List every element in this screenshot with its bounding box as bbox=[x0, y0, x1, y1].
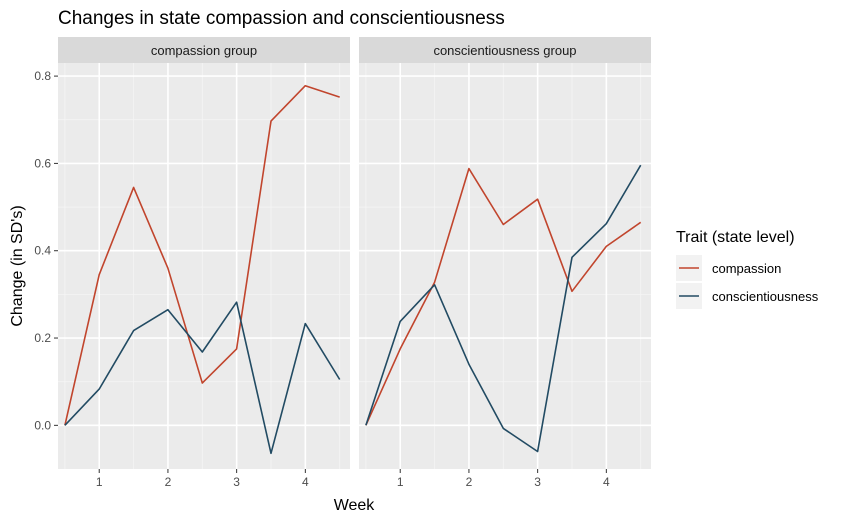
panel-strip-bg bbox=[58, 37, 350, 63]
panel-strip-label: conscientiousness group bbox=[433, 43, 576, 58]
x-tick-label: 4 bbox=[302, 475, 309, 489]
series-line-conscientiousness bbox=[365, 164, 642, 453]
y-tick-label: 0.8 bbox=[34, 69, 51, 83]
y-axis: 0.0 0.2 0.4 0.6 0.8 bbox=[34, 69, 58, 432]
panel-background bbox=[58, 63, 350, 469]
y-tick-label: 0.6 bbox=[34, 156, 51, 170]
legend-entries: compassion conscientiousness bbox=[676, 255, 819, 309]
y-tick-label: 0.0 bbox=[34, 418, 51, 432]
panel-strip-label: compassion group bbox=[151, 43, 257, 58]
series-line-compassion bbox=[365, 167, 642, 426]
x-axis-label: Week bbox=[334, 497, 376, 514]
x-tick-label: 4 bbox=[603, 475, 610, 489]
x-tick-label: 2 bbox=[165, 475, 172, 489]
chart-title: Changes in state compassion and conscien… bbox=[58, 8, 505, 29]
panel-compassion-group: compassion group bbox=[58, 37, 350, 469]
panel-grid bbox=[58, 63, 350, 469]
series-line-compassion bbox=[64, 84, 340, 426]
x-tick-label: 1 bbox=[96, 475, 103, 489]
panel-conscientiousness-group: conscientiousness group bbox=[359, 37, 651, 469]
y-tick-label: 0.2 bbox=[34, 331, 51, 345]
legend-label-compassion: compassion bbox=[712, 261, 781, 276]
x-tick-label: 3 bbox=[233, 475, 240, 489]
panel-strip-bg bbox=[359, 37, 651, 63]
y-tick-label: 0.4 bbox=[34, 244, 51, 258]
legend-label-conscientiousness: conscientiousness bbox=[712, 289, 819, 304]
x-tick-label: 3 bbox=[534, 475, 541, 489]
x-axis: 1 2 3 4 1 2 3 4 bbox=[96, 469, 610, 489]
panel-background bbox=[359, 63, 651, 469]
y-axis-label: Change (in SD's) bbox=[9, 205, 26, 326]
x-tick-label: 2 bbox=[466, 475, 473, 489]
legend: Trait (state level) compassion conscienti… bbox=[676, 229, 819, 309]
panel-series bbox=[365, 164, 642, 453]
panel-series bbox=[64, 84, 341, 455]
series-line-conscientiousness bbox=[64, 301, 341, 455]
x-tick-label: 1 bbox=[397, 475, 404, 489]
legend-title: Trait (state level) bbox=[676, 229, 795, 246]
